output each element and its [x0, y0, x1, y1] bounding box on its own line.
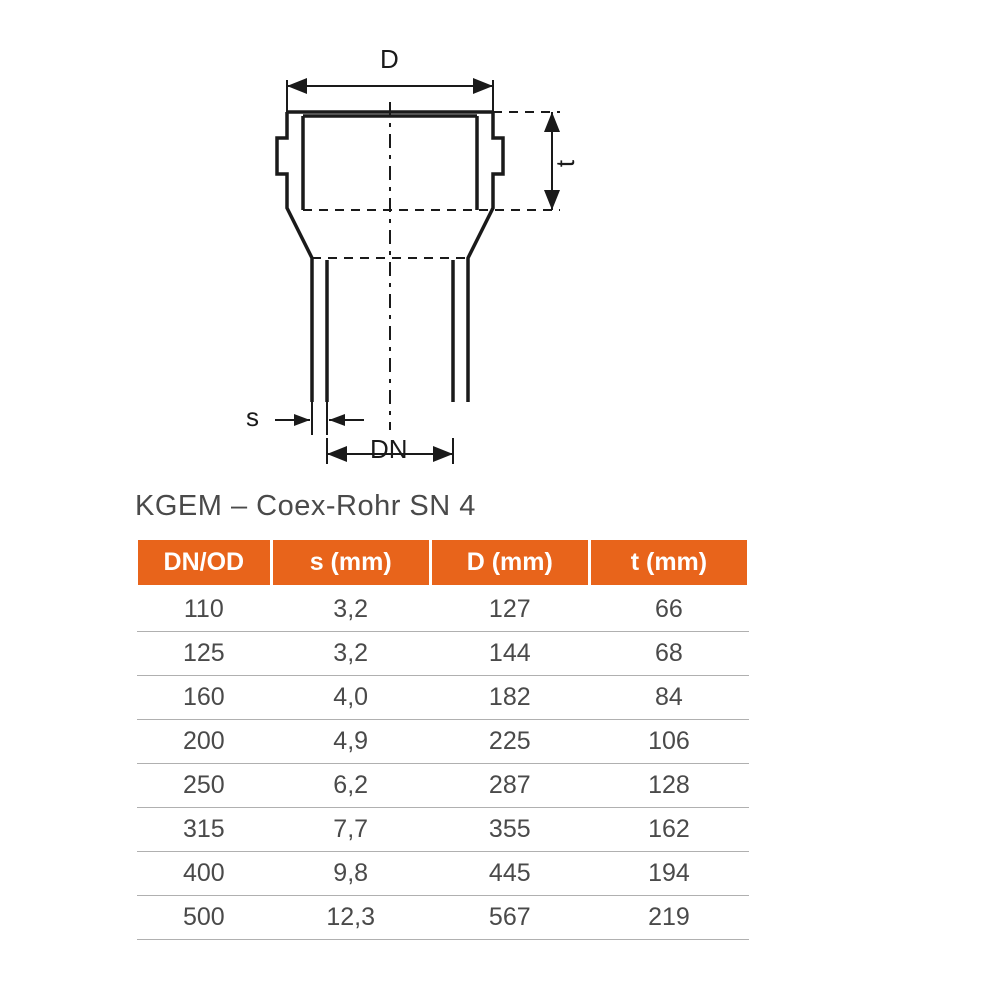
table-cell: 84: [589, 676, 748, 720]
table-row: 2506,2287128: [137, 764, 749, 808]
table-cell: 287: [430, 764, 589, 808]
col-header: t (mm): [589, 539, 748, 587]
table-cell: 144: [430, 632, 589, 676]
table-cell: 194: [589, 852, 748, 896]
table-cell: 4,9: [271, 720, 430, 764]
table-cell: 12,3: [271, 896, 430, 940]
pipe-diagram: D t s DN: [180, 40, 680, 470]
table-cell: 7,7: [271, 808, 430, 852]
table-cell: 6,2: [271, 764, 430, 808]
table-cell: 500: [137, 896, 272, 940]
table-title: KGEM – Coex-Rohr SN 4: [135, 490, 750, 523]
table-cell: 355: [430, 808, 589, 852]
table-cell: 200: [137, 720, 272, 764]
col-header: DN/OD: [137, 539, 272, 587]
table-cell: 128: [589, 764, 748, 808]
dim-label-dn: DN: [370, 434, 408, 465]
table-cell: 110: [137, 587, 272, 632]
table-cell: 68: [589, 632, 748, 676]
table-cell: 4,0: [271, 676, 430, 720]
table-cell: 127: [430, 587, 589, 632]
table-cell: 219: [589, 896, 748, 940]
table-row: 50012,3567219: [137, 896, 749, 940]
table-cell: 3,2: [271, 587, 430, 632]
table-cell: 3,2: [271, 632, 430, 676]
spec-table: DN/OD s (mm) D (mm) t (mm) 1103,21276612…: [135, 537, 750, 940]
table-cell: 162: [589, 808, 748, 852]
table-cell: 225: [430, 720, 589, 764]
dim-label-t: t: [550, 160, 581, 167]
spec-table-area: KGEM – Coex-Rohr SN 4 DN/OD s (mm) D (mm…: [135, 490, 750, 940]
table-cell: 66: [589, 587, 748, 632]
table-row: 2004,9225106: [137, 720, 749, 764]
table-cell: 400: [137, 852, 272, 896]
table-row: 3157,7355162: [137, 808, 749, 852]
table-header-row: DN/OD s (mm) D (mm) t (mm): [137, 539, 749, 587]
table-row: 1253,214468: [137, 632, 749, 676]
dim-label-s: s: [246, 402, 259, 433]
col-header: D (mm): [430, 539, 589, 587]
dim-label-d: D: [380, 44, 399, 75]
col-header: s (mm): [271, 539, 430, 587]
table-row: 1103,212766: [137, 587, 749, 632]
table-row: 1604,018284: [137, 676, 749, 720]
table-cell: 182: [430, 676, 589, 720]
table-row: 4009,8445194: [137, 852, 749, 896]
table-cell: 315: [137, 808, 272, 852]
table-cell: 445: [430, 852, 589, 896]
table-cell: 125: [137, 632, 272, 676]
table-cell: 160: [137, 676, 272, 720]
table-cell: 250: [137, 764, 272, 808]
table-cell: 106: [589, 720, 748, 764]
table-cell: 9,8: [271, 852, 430, 896]
table-cell: 567: [430, 896, 589, 940]
